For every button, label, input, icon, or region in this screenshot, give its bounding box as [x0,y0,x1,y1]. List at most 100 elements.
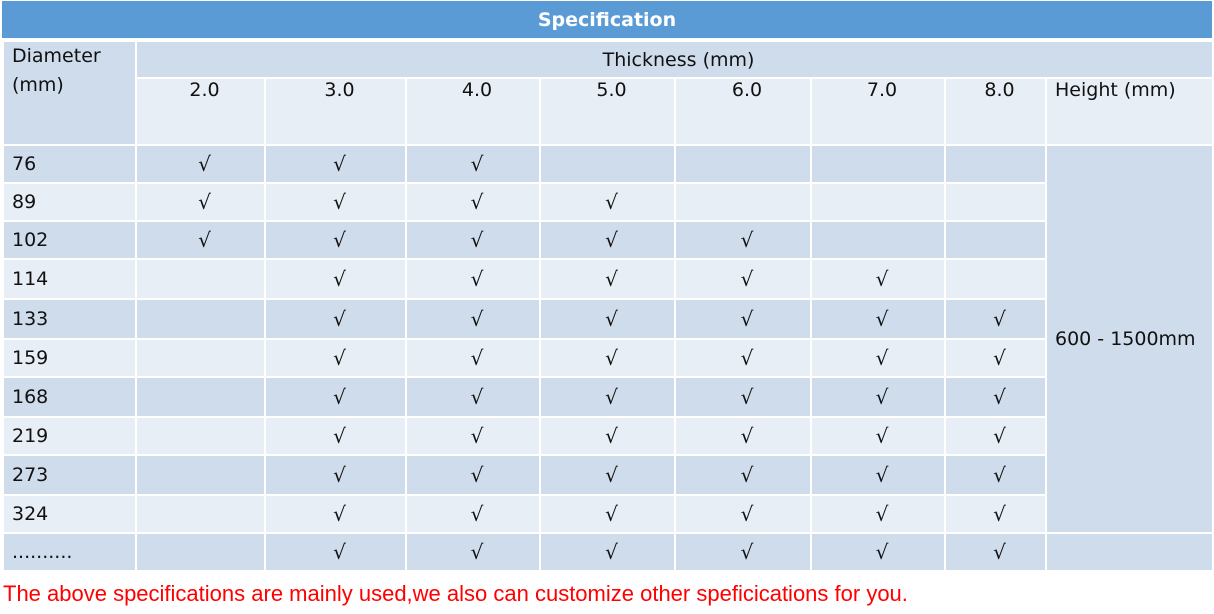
check-mark-cell: √ [810,454,946,496]
empty-cell [135,454,266,496]
diameter-header-line1: Diameter [12,45,101,67]
check-mark-cell: √ [135,220,266,260]
empty-cell [539,144,676,184]
thickness-value: 6.0 [674,77,812,146]
table-row: 114 √ √ √ √ √ [2,258,1213,300]
thickness-value: 5.0 [539,77,676,146]
diameter-cell: 133 [2,298,137,340]
diameter-header: Diameter (mm) [2,40,137,146]
check-mark-cell: √ [674,532,812,572]
check-mark-cell: √ [405,298,541,340]
check-mark-cell: √ [539,532,676,572]
check-mark-cell: √ [264,182,407,222]
check-mark-cell: √ [674,376,812,418]
empty-cell [135,532,266,572]
thickness-header: Thickness (mm) [134,40,1214,79]
table-row: 89 √ √ √ √ [2,182,1213,222]
check-mark-cell: √ [674,338,812,378]
table-row: 324 √ √ √ √ √ √ [2,494,1213,534]
check-mark-cell: √ [264,338,407,378]
table-row: 273 √ √ √ √ √ √ [2,454,1213,496]
thickness-value: 4.0 [405,77,541,146]
check-mark-cell: √ [944,298,1047,340]
empty-cell [674,182,812,222]
footnote: The above specifications are mainly used… [3,581,908,606]
check-mark-cell: √ [405,494,541,534]
check-mark-cell: √ [264,454,407,496]
empty-cell [944,258,1047,300]
check-mark-cell: √ [405,144,541,184]
table-row: 76 √ √ √ 600 - 1500mm [2,144,1214,534]
check-mark-cell: √ [264,416,407,456]
check-mark-cell: √ [539,182,676,222]
check-mark-cell: √ [674,220,812,260]
height-header: Height (mm) [1044,77,1214,146]
check-mark-cell: √ [944,416,1047,456]
diameter-cell: .......... [2,532,137,572]
check-mark-cell: √ [944,494,1047,534]
check-mark-cell: √ [674,258,812,300]
check-mark-cell: √ [539,338,676,378]
empty-cell [135,416,266,456]
diameter-cell: 324 [2,494,137,534]
check-mark-cell: √ [264,494,407,534]
empty-cell [674,144,812,184]
check-mark-cell: √ [264,220,407,260]
diameter-cell: 159 [2,338,137,378]
check-mark-cell: √ [539,298,676,340]
empty-cell [810,144,946,184]
check-mark-cell: √ [810,532,946,572]
check-mark-cell: √ [944,532,1047,572]
empty-cell [135,258,266,300]
table-row: 102 √ √ √ √ √ [2,220,1213,260]
table-title: Specification [2,1,1212,38]
check-mark-cell: √ [810,258,946,300]
check-mark-cell: √ [944,454,1047,496]
check-mark-cell: √ [405,376,541,418]
empty-cell [944,220,1047,260]
thickness-values-row: 2.0 3.0 4.0 5.0 6.0 7.0 8.0 Height (mm) [3,77,1214,146]
check-mark-cell: √ [810,376,946,418]
check-mark-cell: √ [264,376,407,418]
table-row: 159 √ √ √ √ √ √ [2,338,1213,378]
height-value: 600 - 1500mm [1044,144,1214,534]
diameter-cell: 168 [2,376,137,418]
empty-cell [810,182,946,222]
check-mark-cell: √ [539,376,676,418]
empty-cell [944,144,1047,184]
check-mark-cell: √ [674,416,812,456]
thickness-value: 7.0 [810,77,946,146]
check-mark-cell: √ [810,338,946,378]
specification-table: Diameter (mm) Thickness (mm) 2.0 3.0 4.0… [2,40,1214,572]
check-mark-cell: √ [264,298,407,340]
diameter-cell: 89 [2,182,137,222]
table-row: 219 √ √ √ √ √ √ [2,416,1213,456]
empty-cell [135,494,266,534]
empty-cell [135,298,266,340]
check-mark-cell: √ [539,258,676,300]
check-mark-cell: √ [674,298,812,340]
check-mark-cell: √ [810,298,946,340]
empty-cell [135,338,266,378]
empty-cell [135,376,266,418]
check-mark-cell: √ [264,144,407,184]
check-mark-cell: √ [405,416,541,456]
check-mark-cell: √ [539,494,676,534]
empty-cell [1044,532,1214,572]
thickness-value: 3.0 [264,77,407,146]
diameter-cell: 102 [2,220,137,260]
table-row: 168 √ √ √ √ √ √ [2,376,1213,418]
empty-cell [810,220,946,260]
table-row: 133 √ √ √ √ √ √ [2,298,1213,340]
check-mark-cell: √ [264,532,407,572]
check-mark-cell: √ [674,454,812,496]
empty-cell [944,182,1047,222]
check-mark-cell: √ [810,494,946,534]
check-mark-cell: √ [405,454,541,496]
diameter-cell: 219 [2,416,137,456]
thickness-value: 8.0 [944,77,1047,146]
check-mark-cell: √ [539,220,676,260]
check-mark-cell: √ [539,416,676,456]
check-mark-cell: √ [674,494,812,534]
table-row: .......... √ √ √ √ √ √ [2,532,1214,572]
